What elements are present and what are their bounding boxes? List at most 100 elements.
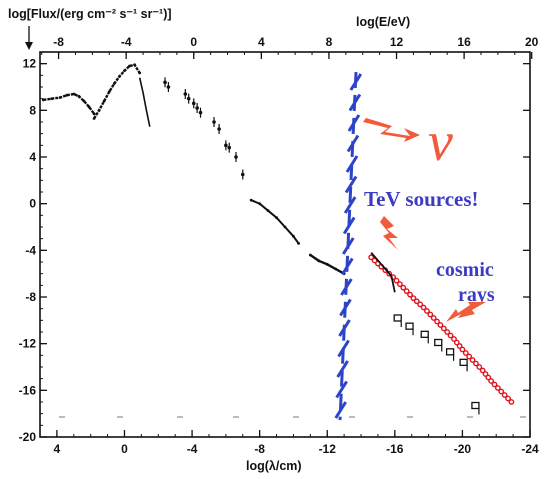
cosmic-ray-point bbox=[396, 281, 403, 288]
spectrum-point bbox=[234, 155, 238, 159]
cosmic-ray-point bbox=[437, 322, 444, 328]
cosmic-ray-point bbox=[424, 308, 430, 314]
baseline-mark bbox=[407, 416, 413, 418]
hatch-stroke bbox=[334, 401, 348, 419]
cosmic-label: cosmic bbox=[436, 259, 494, 281]
spectrum-point bbox=[297, 241, 300, 245]
top-tick-label: 8 bbox=[326, 35, 333, 49]
baseline-mark bbox=[177, 416, 183, 418]
lightning-arrow-icon bbox=[363, 118, 420, 142]
spectrum-point bbox=[82, 99, 86, 103]
left-ticks: 12 8 4 0 -4 -8 -12 -16 -20 bbox=[19, 57, 530, 444]
bottom-tick-label: -16 bbox=[386, 442, 404, 456]
spectrum-segment-cmb bbox=[93, 63, 141, 120]
bottom-tick-label: -4 bbox=[187, 442, 198, 456]
spectrum-point bbox=[186, 96, 191, 101]
top-tick-label: 12 bbox=[390, 35, 404, 49]
hatch-stroke bbox=[342, 216, 356, 235]
top-tick-label: 0 bbox=[190, 35, 197, 49]
spectrum-point bbox=[198, 110, 203, 115]
cosmic-ray-point bbox=[407, 291, 413, 298]
spectrum-point bbox=[183, 92, 188, 96]
bottom-tick-label: 4 bbox=[54, 442, 61, 456]
spectrum-segment-cmb-tail bbox=[138, 77, 151, 127]
hatch-stroke bbox=[344, 175, 358, 194]
cosmic-ray-point bbox=[466, 353, 473, 360]
baseline-mark bbox=[117, 416, 123, 418]
spectrum-point bbox=[72, 92, 76, 96]
hatch-stroke bbox=[347, 114, 361, 132]
baseline-mark bbox=[233, 416, 239, 418]
spectrum-point bbox=[133, 63, 137, 67]
spectrum-point bbox=[112, 82, 116, 85]
spectrum-segment-radio bbox=[43, 92, 96, 115]
bottom-tick-label: -12 bbox=[319, 442, 337, 456]
cosmic-ray-point bbox=[498, 388, 505, 395]
hatch-stroke bbox=[343, 196, 357, 214]
cosmic-ray-point bbox=[462, 350, 469, 356]
spectrum-point bbox=[249, 198, 253, 202]
upper-limit-box bbox=[459, 358, 468, 366]
baseline-mark bbox=[467, 416, 473, 418]
hatch-stroke bbox=[341, 257, 354, 276]
x-axis-title: log(λ/cm) bbox=[246, 459, 302, 473]
spectrum-point bbox=[325, 262, 329, 266]
baseline-mark bbox=[349, 416, 355, 418]
spectrum-point bbox=[227, 145, 232, 150]
hatch-stroke bbox=[345, 155, 359, 173]
hatch-stroke bbox=[336, 360, 349, 378]
baseline-mark bbox=[59, 416, 65, 418]
left-tick-label: -20 bbox=[19, 430, 37, 444]
cosmic-ray-point bbox=[479, 367, 486, 374]
baseline-marks bbox=[59, 416, 526, 418]
spectrum-point bbox=[77, 94, 81, 98]
cosmic-ray-point bbox=[393, 277, 400, 284]
spectrum-point bbox=[275, 216, 278, 220]
gamma-limit-line bbox=[370, 252, 396, 293]
cosmic-ray-point bbox=[485, 374, 492, 381]
spectrum-point bbox=[292, 234, 295, 238]
cosmic-lightning-arrow-icon bbox=[446, 302, 486, 322]
top-tick-label: 20 bbox=[525, 35, 539, 49]
cosmic-ray-point bbox=[410, 295, 417, 302]
cosmic-ray-point bbox=[508, 399, 515, 405]
cosmic-ray-point bbox=[473, 360, 479, 367]
spectrum-point bbox=[266, 209, 270, 213]
neutrino-symbol: ν bbox=[428, 111, 453, 173]
spectrum-point bbox=[195, 106, 199, 110]
spectrum-point bbox=[118, 75, 121, 78]
hatch-band bbox=[334, 71, 363, 421]
spectrum-point bbox=[65, 93, 69, 97]
cosmic-ray-point bbox=[427, 311, 434, 318]
spectrum-point bbox=[191, 101, 196, 106]
top-tick-label: 16 bbox=[457, 35, 471, 49]
bottom-tick-label: -20 bbox=[454, 442, 472, 456]
hatch-stroke bbox=[346, 134, 360, 153]
cosmic-ray-point bbox=[488, 378, 495, 384]
hatch-stroke bbox=[335, 380, 348, 399]
hatch-stroke bbox=[337, 339, 350, 358]
spectrum-point bbox=[334, 267, 338, 271]
bottom-tick-label: -24 bbox=[521, 442, 539, 456]
left-title-arrowhead bbox=[25, 42, 33, 50]
left-tick-label: 0 bbox=[29, 197, 36, 211]
top-tick-label: -4 bbox=[121, 35, 132, 49]
left-tick-label: -12 bbox=[19, 337, 37, 351]
cosmic-ray-point bbox=[451, 336, 457, 342]
left-axis-title: log[Flux/(erg cm⁻² s⁻¹ sr⁻¹)] bbox=[8, 7, 172, 21]
hatch-stroke bbox=[349, 73, 363, 91]
cosmic-ray-point bbox=[491, 381, 498, 388]
upper-limit-box bbox=[405, 322, 414, 330]
cosmic-ray-point bbox=[420, 304, 427, 311]
bottom-tick-label: -8 bbox=[254, 442, 265, 456]
cosmic-ray-point bbox=[459, 346, 466, 353]
spectrum-point bbox=[107, 90, 111, 94]
spectrum-point bbox=[102, 99, 106, 103]
top-axis-title: log(E/eV) bbox=[356, 15, 410, 29]
left-tick-label: -16 bbox=[19, 383, 37, 397]
spectrum-point bbox=[87, 105, 91, 109]
upper-limit-box bbox=[434, 338, 443, 347]
top-tick-label: 4 bbox=[258, 35, 265, 49]
spectrum-point bbox=[50, 97, 54, 101]
